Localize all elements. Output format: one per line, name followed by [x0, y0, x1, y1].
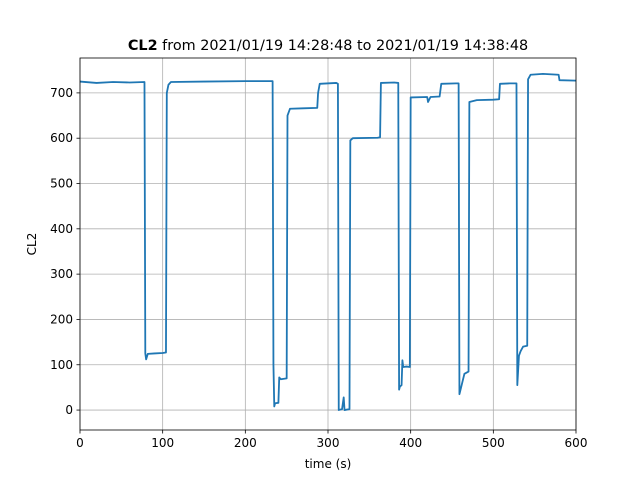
- data-line: [79, 72, 577, 411]
- y-tick-label: 400: [50, 222, 73, 236]
- x-tick-label: 300: [317, 436, 340, 450]
- x-axis-label: time (s): [305, 457, 352, 471]
- y-tick-label: 700: [50, 86, 73, 100]
- y-tick-label: 200: [50, 312, 73, 326]
- title-bold: CL2: [128, 38, 158, 54]
- y-tick-label: 100: [50, 358, 73, 372]
- chart-title: CL2 from 2021/01/19 14:28:48 to 2021/01/…: [128, 38, 528, 54]
- plot-frame: [79, 57, 577, 431]
- x-tick-label: 500: [482, 436, 505, 450]
- x-tick-label: 100: [151, 436, 174, 450]
- y-tick-label: 300: [50, 267, 73, 281]
- x-tick-label: 400: [399, 436, 422, 450]
- title-rest: from 2021/01/19 14:28:48 to 2021/01/19 1…: [162, 38, 528, 54]
- x-tick-label: 600: [565, 436, 588, 450]
- x-tick-label: 200: [234, 436, 257, 450]
- y-tick-label: 0: [65, 403, 73, 417]
- y-tick-label: 500: [50, 177, 73, 191]
- y-tick-label: 600: [50, 131, 73, 145]
- y-axis-label: CL2: [25, 233, 39, 256]
- x-tick-label: 0: [76, 436, 84, 450]
